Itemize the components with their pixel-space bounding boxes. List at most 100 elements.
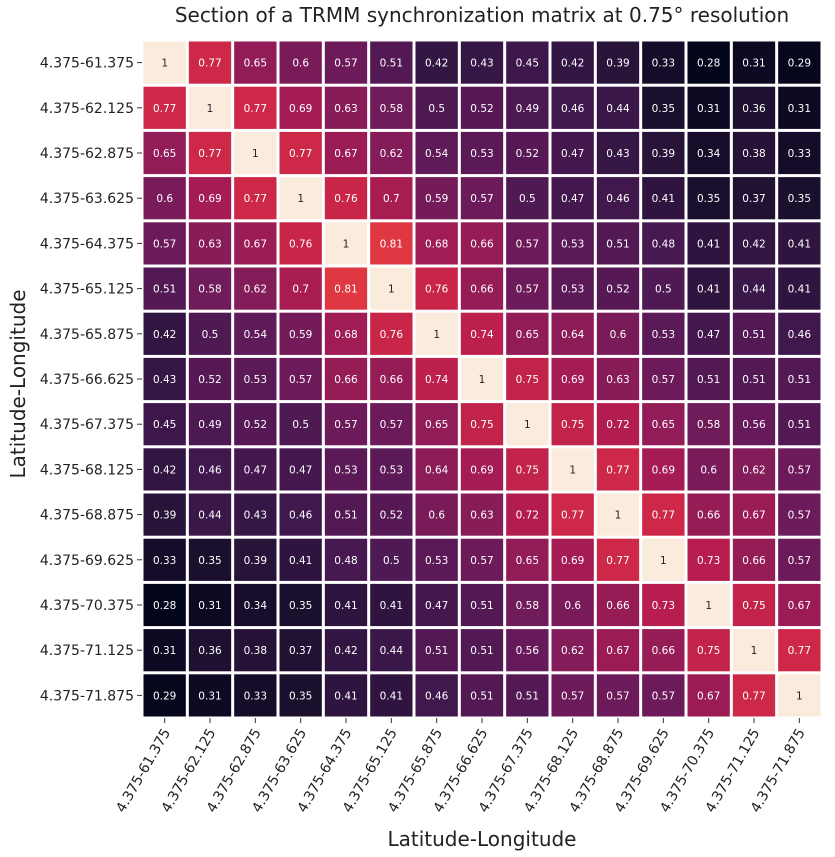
cell-value-label: 0.41 (697, 284, 720, 296)
cell-value-label: 0.65 (244, 58, 267, 70)
cell-value-label: 0.42 (334, 645, 357, 657)
heatmap-cell (324, 583, 368, 627)
cell-value-label: 0.67 (334, 148, 357, 160)
y-tick-label: 4.375-67.375 (40, 417, 134, 433)
heatmap-cell (234, 177, 277, 220)
heatmap-cell (234, 674, 277, 717)
cell-value-label: 0.51 (334, 510, 357, 522)
cell-value-label: 0.58 (380, 103, 403, 115)
cell-value-label: 0.5 (383, 555, 400, 567)
cell-value-label: 0.77 (652, 510, 675, 522)
heatmap-cell (188, 629, 232, 672)
heatmap-cell (506, 493, 549, 536)
cell-value-label: 0.75 (516, 374, 539, 386)
cell-value-label: 0.52 (470, 103, 493, 115)
cell-value-label: 0.58 (198, 284, 221, 296)
cell-value-label: 0.42 (425, 58, 448, 70)
heatmap-cell (324, 222, 368, 265)
heatmap-cell (551, 177, 594, 220)
heatmap-cell (732, 222, 776, 265)
cell-value-label: 0.6 (156, 193, 173, 205)
cell-value-label: 0.5 (428, 103, 445, 115)
cell-value-label: 0.39 (244, 555, 267, 567)
cell-value-label: 0.77 (742, 690, 765, 702)
heatmap-cell (551, 86, 594, 129)
cell-value-label: 0.51 (697, 374, 720, 386)
heatmap-cell (370, 403, 413, 446)
heatmap-cell (370, 222, 413, 265)
heatmap-cell (143, 538, 186, 581)
cell-value-label: 0.52 (516, 148, 539, 160)
heatmap-cell (732, 131, 776, 175)
heatmap-cell (778, 312, 821, 355)
heatmap-cell (596, 312, 640, 355)
heatmap-cell (551, 538, 594, 581)
heatmap-cell (415, 583, 458, 627)
cell-value-label: 0.57 (561, 690, 584, 702)
heatmap-cell (415, 403, 458, 446)
heatmap-cell (778, 177, 821, 220)
y-tick-label: 4.375-69.625 (40, 553, 134, 569)
cell-value-label: 1 (161, 58, 168, 70)
heatmap-cell (642, 493, 685, 536)
heatmap-cell (370, 538, 413, 581)
cell-value-label: 0.35 (697, 193, 720, 205)
cell-value-label: 0.63 (198, 238, 221, 250)
cell-value-label: 0.53 (561, 238, 584, 250)
cell-value-label: 0.57 (652, 690, 675, 702)
heatmap-cell (551, 674, 594, 717)
cell-value-label: 0.51 (425, 645, 448, 657)
cell-value-label: 0.51 (606, 238, 629, 250)
heatmap-cell (279, 131, 322, 175)
cell-value-label: 0.72 (606, 419, 629, 431)
cell-value-label: 0.63 (606, 374, 629, 386)
cell-value-label: 0.53 (334, 464, 357, 476)
cell-value-label: 0.66 (334, 374, 358, 386)
heatmap-cell (596, 629, 640, 672)
cell-value-label: 0.46 (425, 690, 449, 702)
heatmap-cell (143, 177, 186, 220)
cell-value-label: 0.36 (198, 645, 222, 657)
heatmap-cell (370, 583, 413, 627)
cell-value-label: 0.41 (289, 555, 312, 567)
heatmap-cell (642, 222, 685, 265)
cell-value-label: 0.29 (153, 690, 176, 702)
cell-value-label: 0.39 (606, 58, 629, 70)
heatmap-cell (460, 41, 504, 84)
heatmap-cell (551, 583, 594, 627)
heatmap-cell (324, 267, 368, 310)
cell-value-label: 0.57 (788, 510, 811, 522)
heatmap-cell (279, 583, 322, 627)
heatmap-cell (324, 674, 368, 717)
cell-value-label: 0.68 (334, 329, 357, 341)
heatmap-cell (596, 448, 640, 491)
heatmap-cell (506, 177, 549, 220)
cell-value-label: 0.67 (697, 690, 720, 702)
cell-value-label: 0.66 (652, 645, 676, 657)
cell-value-label: 0.31 (742, 58, 765, 70)
heatmap-cell (234, 41, 277, 84)
heatmap-cell (732, 448, 776, 491)
cell-value-label: 0.41 (697, 238, 720, 250)
heatmap-cell (778, 41, 821, 84)
cell-value-label: 0.35 (788, 193, 811, 205)
cell-value-label: 0.67 (244, 238, 267, 250)
cell-value-label: 0.39 (652, 148, 675, 160)
heatmap-cell (687, 674, 730, 717)
heatmap-cell (642, 267, 685, 310)
cell-value-label: 0.53 (652, 329, 675, 341)
heatmap-cell (642, 41, 685, 84)
cell-value-label: 0.6 (564, 600, 581, 612)
heatmap-cell (234, 538, 277, 581)
heatmap-cell (324, 403, 368, 446)
heatmap-cell (188, 448, 232, 491)
heatmap-cell (596, 41, 640, 84)
heatmap-cell (506, 538, 549, 581)
heatmap-cell (234, 493, 277, 536)
cell-value-label: 0.36 (742, 103, 766, 115)
cell-value-label: 0.41 (334, 600, 357, 612)
heatmap-cell (778, 583, 821, 627)
heatmap-cell (687, 403, 730, 446)
cell-value-label: 0.51 (742, 374, 765, 386)
heatmap-cell (460, 674, 504, 717)
